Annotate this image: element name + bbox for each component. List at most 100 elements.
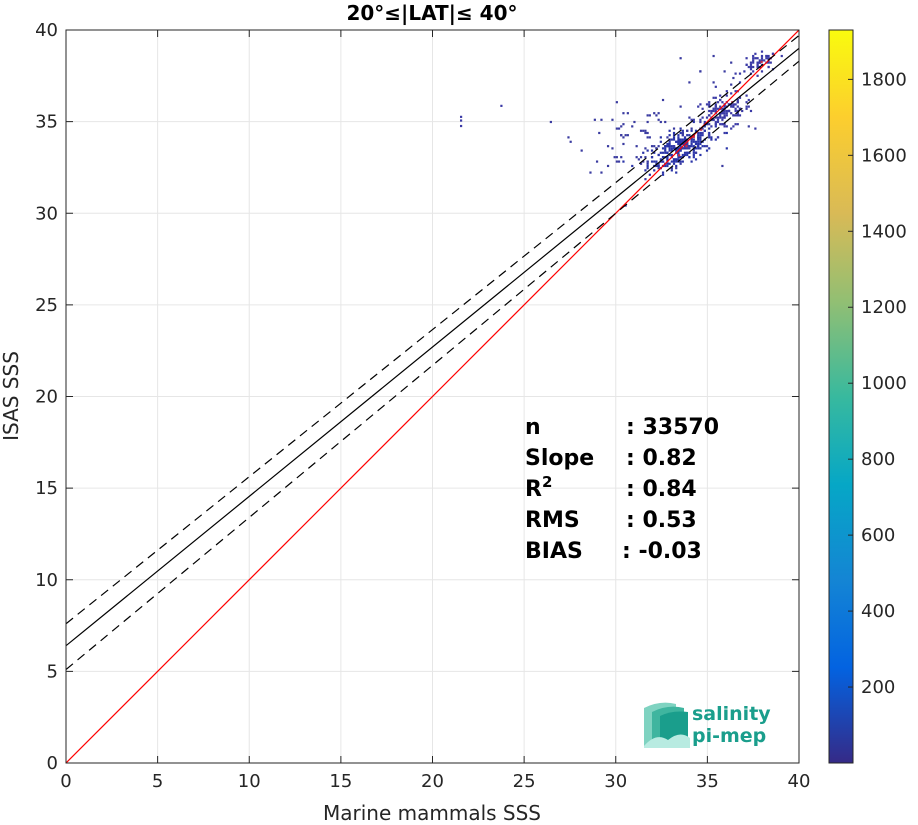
chart-title: 20°≤|LAT|≤ 40° — [346, 1, 517, 25]
density-bin — [701, 134, 704, 137]
density-bin — [598, 131, 601, 135]
density-bin — [690, 145, 693, 148]
density-bin — [686, 153, 689, 157]
density-bin — [668, 147, 671, 150]
density-bin — [615, 156, 618, 159]
density-bin — [661, 160, 665, 163]
density-bin — [756, 74, 759, 77]
y-tick-label: 40 — [35, 20, 58, 41]
density-bin — [697, 145, 700, 148]
density-bin — [675, 140, 678, 143]
density-bin — [714, 103, 717, 106]
line-1-1 — [66, 30, 799, 763]
density-bin — [730, 61, 733, 64]
density-bin — [760, 57, 764, 60]
density-bin — [692, 153, 695, 157]
stat-label: n — [525, 415, 541, 440]
density-bin — [756, 61, 759, 64]
density-bin — [615, 127, 618, 130]
line-fit-rms — [66, 60, 799, 671]
density-bin — [681, 138, 684, 141]
density-bin — [767, 57, 770, 60]
colorbar-tick-label: 800 — [861, 449, 895, 470]
density-bin — [677, 151, 680, 154]
y-tick-label: 20 — [35, 387, 58, 408]
density-bin — [690, 160, 693, 163]
density-bin — [683, 136, 687, 139]
density-bin — [767, 65, 770, 69]
density-bin — [677, 158, 680, 161]
density-bin — [668, 162, 671, 165]
colorbar-tick-label: 1400 — [861, 221, 907, 242]
density-bin — [694, 129, 698, 132]
density-bin — [697, 131, 700, 135]
density-bin — [712, 118, 715, 121]
density-bin — [670, 153, 673, 157]
density-bin — [655, 147, 658, 150]
density-bin — [732, 114, 735, 117]
density-bin — [754, 127, 757, 130]
density-bin — [681, 153, 684, 157]
density-bin — [589, 171, 592, 174]
density-bin — [692, 138, 695, 141]
density-bin — [692, 151, 695, 154]
density-bin — [668, 153, 671, 157]
density-bin — [745, 107, 748, 110]
density-bin — [758, 59, 761, 62]
density-bin — [677, 156, 680, 159]
density-bin — [686, 134, 689, 137]
density-bin — [650, 149, 654, 152]
density-bin — [721, 123, 724, 126]
stat-value: : 0.82 — [626, 446, 697, 471]
density-bin — [681, 160, 684, 163]
density-bin — [723, 70, 726, 73]
density-bin — [705, 149, 709, 152]
density-bin — [686, 147, 689, 150]
y-tick-label: 10 — [35, 570, 58, 591]
density-bin — [705, 116, 709, 119]
colorbar-tick-label: 600 — [861, 525, 895, 546]
density-bin — [681, 129, 684, 132]
density-bin — [701, 131, 704, 135]
density-bin — [679, 160, 682, 163]
density-bin — [710, 125, 713, 128]
density-bin — [712, 96, 715, 99]
x-tick-label: 15 — [329, 771, 352, 792]
density-bin — [657, 167, 660, 170]
density-bin — [708, 131, 711, 135]
density-bin — [736, 123, 739, 126]
density-bin — [697, 138, 700, 141]
density-bin — [763, 59, 766, 62]
density-bin — [646, 131, 649, 135]
logo-waves-icon — [644, 702, 690, 748]
density-bin — [639, 162, 643, 165]
density-bin — [679, 162, 682, 165]
density-bin — [701, 145, 704, 148]
density-bin — [622, 123, 625, 126]
density-bin — [710, 112, 713, 115]
density-bin — [745, 101, 748, 104]
density-bin — [644, 131, 647, 135]
density-bin — [670, 149, 673, 152]
density-bin — [679, 131, 682, 135]
density-bin — [725, 147, 728, 150]
x-tick-label: 10 — [238, 771, 261, 792]
density-bin — [692, 118, 695, 121]
density-bin — [699, 120, 702, 124]
density-bin — [725, 90, 728, 93]
density-bin — [679, 127, 682, 130]
density-bin — [675, 149, 678, 152]
x-tick-label: 35 — [696, 771, 719, 792]
density-bin — [642, 129, 645, 132]
y-tick-label: 15 — [35, 478, 58, 499]
density-bin — [767, 54, 770, 58]
density-bin — [661, 151, 665, 154]
density-bin — [653, 112, 656, 115]
density-bin — [615, 160, 618, 163]
logo-line1: salinity — [692, 703, 771, 725]
density-bin — [694, 142, 698, 146]
outlier-point — [459, 119, 463, 122]
density-bin — [738, 81, 742, 84]
